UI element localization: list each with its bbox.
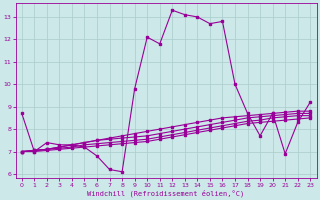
X-axis label: Windchill (Refroidissement éolien,°C): Windchill (Refroidissement éolien,°C) bbox=[87, 189, 245, 197]
